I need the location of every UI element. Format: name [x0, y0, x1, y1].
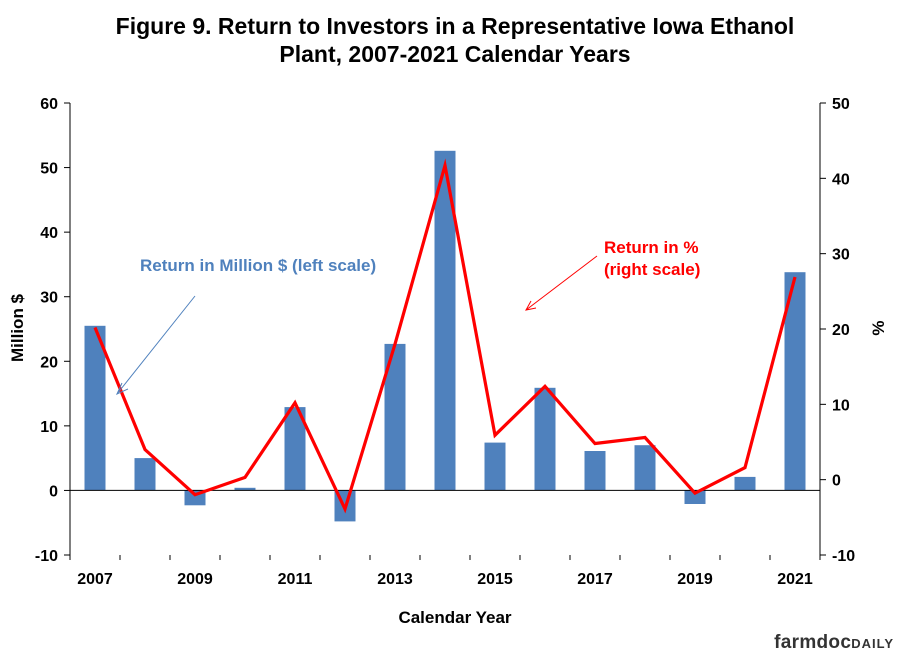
y-axis-right-label: %	[869, 320, 888, 335]
bar-2010	[234, 487, 256, 491]
bar-series-annotation: Return in Million $ (left scale)	[140, 256, 376, 275]
y-right-tick-label: 50	[832, 96, 850, 113]
x-tick-label: 2009	[177, 571, 213, 588]
line-series	[93, 158, 797, 514]
x-tick-label: 2019	[677, 571, 713, 588]
y-left-tick-label: 50	[40, 161, 58, 178]
bar-2007	[84, 325, 106, 491]
x-tick-label: 2007	[77, 571, 113, 588]
y-left-tick-label: 0	[49, 483, 58, 500]
y-left-tick-label: 10	[40, 419, 58, 436]
bar-2014	[434, 150, 456, 491]
y-left-tick-label: -10	[35, 548, 58, 565]
bar-2016	[534, 387, 556, 491]
chart-title-line2: Plant, 2007-2021 Calendar Years	[279, 41, 631, 67]
brand-logo: farmdocDAILY	[774, 632, 894, 654]
axes: 60 50 40 30 20 10 0 -10 50 40 30 20 10 0 -10 2007 2009 20…	[35, 96, 855, 588]
axis-labels: Calendar Year Million $ %	[8, 293, 888, 627]
line-annotation-arrowhead	[525, 300, 537, 311]
y-left-tick-label: 20	[40, 354, 58, 371]
y-right-tick-label: 10	[832, 397, 850, 414]
bar-2021	[784, 272, 806, 491]
chart-title: Figure 9. Return to Investors in a Repre…	[0, 12, 910, 68]
line-series-annotation-line1: Return in %	[604, 238, 698, 257]
annotations: Return in Million $ (left scale) Return …	[115, 238, 700, 396]
x-tick-label: 2017	[577, 571, 613, 588]
x-axis-label: Calendar Year	[398, 608, 511, 627]
y-axis-left-label: Million $	[8, 293, 27, 362]
y-right-tick-label: 20	[832, 322, 850, 339]
y-right-tick-label: -10	[832, 548, 855, 565]
y-right-tick-label: 30	[832, 247, 850, 264]
bar-series	[84, 150, 806, 522]
bar-2018	[634, 445, 656, 491]
brand-part1: farmdoc	[774, 632, 852, 653]
y-left-tick-label: 40	[40, 225, 58, 242]
bar-annotation-arrowhead	[115, 382, 129, 396]
y-right-tick-label: 0	[832, 473, 841, 490]
line-series-annotation-line2: (right scale)	[604, 260, 700, 279]
brand-part2: DAILY	[851, 636, 894, 651]
bar-2015	[484, 442, 506, 491]
x-tick-label: 2013	[377, 571, 413, 588]
chart-title-line1: Figure 9. Return to Investors in a Repre…	[115, 13, 795, 39]
y-left-tick-label: 30	[40, 290, 58, 307]
x-tick-label: 2015	[477, 571, 513, 588]
bar-2008	[134, 458, 156, 491]
bar-2019	[684, 490, 706, 504]
bar-2011	[284, 407, 306, 491]
y-left-tick-label: 60	[40, 96, 58, 113]
bar-2013	[384, 343, 406, 491]
x-tick-label: 2021	[777, 571, 813, 588]
bar-2017	[584, 451, 606, 491]
bar-annotation-arrow	[116, 295, 196, 395]
y-right-tick-label: 40	[832, 171, 850, 188]
line-annotation-arrow	[525, 255, 598, 311]
x-tick-label: 2011	[278, 571, 313, 588]
bar-2020	[734, 476, 756, 491]
